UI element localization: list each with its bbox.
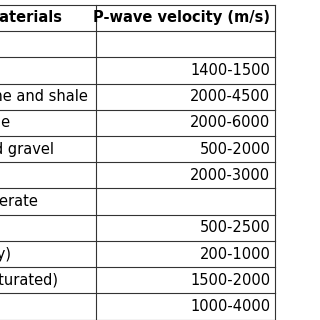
Text: Sandstone and shale: Sandstone and shale <box>0 89 88 104</box>
Text: 500-2000: 500-2000 <box>200 142 270 156</box>
Text: Sand and gravel: Sand and gravel <box>0 142 54 156</box>
Text: Limestone: Limestone <box>0 116 11 130</box>
Text: 2000-3000: 2000-3000 <box>190 168 270 183</box>
Text: 1500-2000: 1500-2000 <box>190 273 270 288</box>
Text: P-wave velocity (m/s): P-wave velocity (m/s) <box>93 11 270 25</box>
Text: 1400-1500: 1400-1500 <box>190 63 270 78</box>
Text: 2000-4500: 2000-4500 <box>190 89 270 104</box>
Text: 200-1000: 200-1000 <box>200 247 270 261</box>
Text: 2000-6000: 2000-6000 <box>190 116 270 130</box>
Text: Conglomerate: Conglomerate <box>0 194 38 209</box>
Text: 500-2500: 500-2500 <box>200 220 270 235</box>
Text: Earth materials: Earth materials <box>0 11 62 25</box>
Text: Sand (saturated): Sand (saturated) <box>0 273 58 288</box>
Text: Sand (dry): Sand (dry) <box>0 247 12 261</box>
Text: 1000-4000: 1000-4000 <box>190 299 270 314</box>
